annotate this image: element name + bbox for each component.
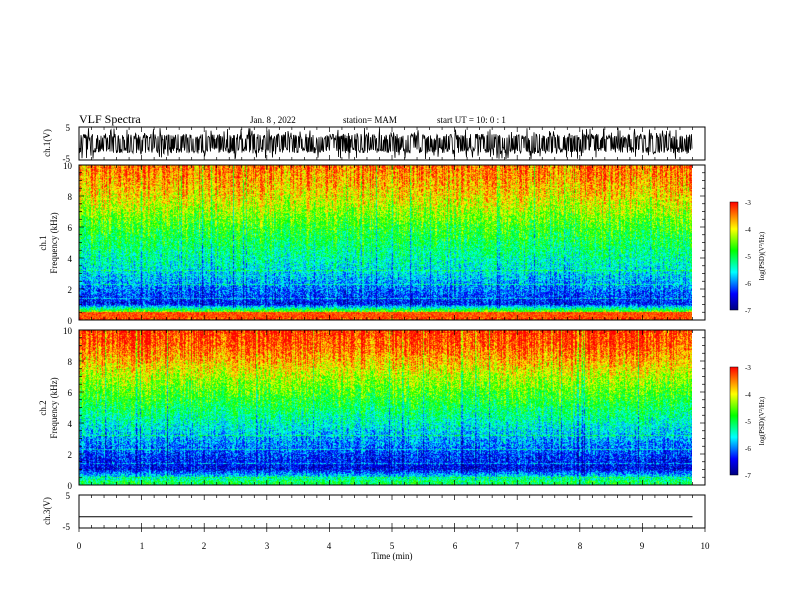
colorbar-ch1-scale <box>729 201 739 311</box>
ch2-spec-ytick-10: 10 <box>63 326 73 336</box>
colorbar-ch2: -3 -4 -5 -6 -7 log(PSD)(V²/Hz) <box>729 364 766 480</box>
station-label: station= MAM <box>343 115 397 125</box>
x-tick-labels: 0 1 2 3 4 5 6 7 8 9 10 <box>77 541 710 551</box>
ch3-waveform-frame <box>78 494 706 529</box>
ch3-ytick-bottom: -5 <box>63 522 71 532</box>
colorbar-ch2-scale <box>729 366 739 476</box>
cb1-tick-m7: -7 <box>745 307 751 315</box>
cb2-tick-m5: -5 <box>745 418 751 426</box>
ch1-spec-ylabel-freq: Frequency (kHz) <box>49 212 59 273</box>
x-tick-3: 3 <box>265 541 270 551</box>
cb1-tick-m3: -3 <box>745 199 751 207</box>
ch1-waveform-path <box>78 127 693 160</box>
ch2-spec-ytick-4: 4 <box>68 419 73 429</box>
x-tick-6: 6 <box>453 541 458 551</box>
ch2-spec-ylabel-freq: Frequency (kHz) <box>49 377 59 438</box>
ch1-wave-ylabel: ch.1(V) <box>42 129 52 157</box>
x-tick-4: 4 <box>327 541 332 551</box>
ch2-spec-ytick-6: 6 <box>68 388 73 398</box>
ch3-waveform-panel: 5 -5 ch.3(V) <box>42 491 706 532</box>
ch1-ytick-bottom: -5 <box>63 154 71 164</box>
ch3-ytick-top: 5 <box>66 491 71 501</box>
ch2-spectrogram-image <box>79 330 692 485</box>
cb2-tick-m6: -6 <box>745 445 751 453</box>
x-tick-0: 0 <box>77 541 82 551</box>
cb2-tick-m7: -7 <box>745 472 751 480</box>
cb1-tick-m6: -6 <box>745 280 751 288</box>
ch1-spec-ytick-10: 10 <box>63 161 73 171</box>
x-tick-2: 2 <box>202 541 207 551</box>
ch2-spec-ylabel-channel: ch.2 <box>38 400 48 415</box>
ch2-spectrogram-panel: 10 8 6 4 2 0 ch.2 Frequency (kHz) <box>38 326 706 491</box>
cb2-tick-m3: -3 <box>745 364 751 372</box>
colorbar-ch2-label: log(PSD)(V²/Hz) <box>758 396 766 445</box>
ch1-waveform-trace <box>78 127 693 160</box>
ch1-spec-ylabel-channel: ch.1 <box>38 235 48 250</box>
x-tick-5: 5 <box>390 541 395 551</box>
ch1-spec-ytick-4: 4 <box>68 254 73 264</box>
ch1-spectrogram-image <box>79 165 692 320</box>
ch1-ytick-top: 5 <box>66 123 71 133</box>
start-ut-label: start UT = 10: 0 : 1 <box>437 115 506 125</box>
x-tick-10: 10 <box>701 541 711 551</box>
axis-ticks <box>78 127 706 532</box>
x-tick-7: 7 <box>515 541 520 551</box>
cb2-tick-m4: -4 <box>745 391 751 399</box>
figure-title: VLF Spectra <box>79 112 141 126</box>
x-tick-9: 9 <box>640 541 645 551</box>
date-label: Jan. 8 , 2022 <box>250 115 296 125</box>
ch1-spec-ytick-8: 8 <box>68 192 73 202</box>
ch2-spec-ytick-8: 8 <box>68 357 73 367</box>
cb1-tick-m5: -5 <box>745 253 751 261</box>
colorbar-ch1: -3 -4 -5 -6 -7 log(PSD)(V²/Hz) <box>729 199 766 315</box>
ch3-wave-ylabel: ch.3(V) <box>42 497 52 525</box>
ch2-spec-ytick-2: 2 <box>68 450 73 460</box>
x-tick-8: 8 <box>578 541 583 551</box>
colorbar-ch1-label: log(PSD)(V²/Hz) <box>758 231 766 280</box>
ch1-spec-ytick-6: 6 <box>68 223 73 233</box>
x-axis-label: Time (min) <box>372 551 413 561</box>
cb1-tick-m4: -4 <box>745 226 751 234</box>
ch1-spec-ytick-0: 0 <box>68 316 73 326</box>
ch1-spec-ytick-2: 2 <box>68 285 73 295</box>
ch1-waveform-panel: 5 -5 ch.1(V) <box>42 123 706 164</box>
ch1-spectrogram-panel: 10 8 6 4 2 0 ch.1 Frequency (kHz) <box>38 161 706 326</box>
x-tick-1: 1 <box>140 541 145 551</box>
ch2-spec-ytick-0: 0 <box>68 481 73 491</box>
